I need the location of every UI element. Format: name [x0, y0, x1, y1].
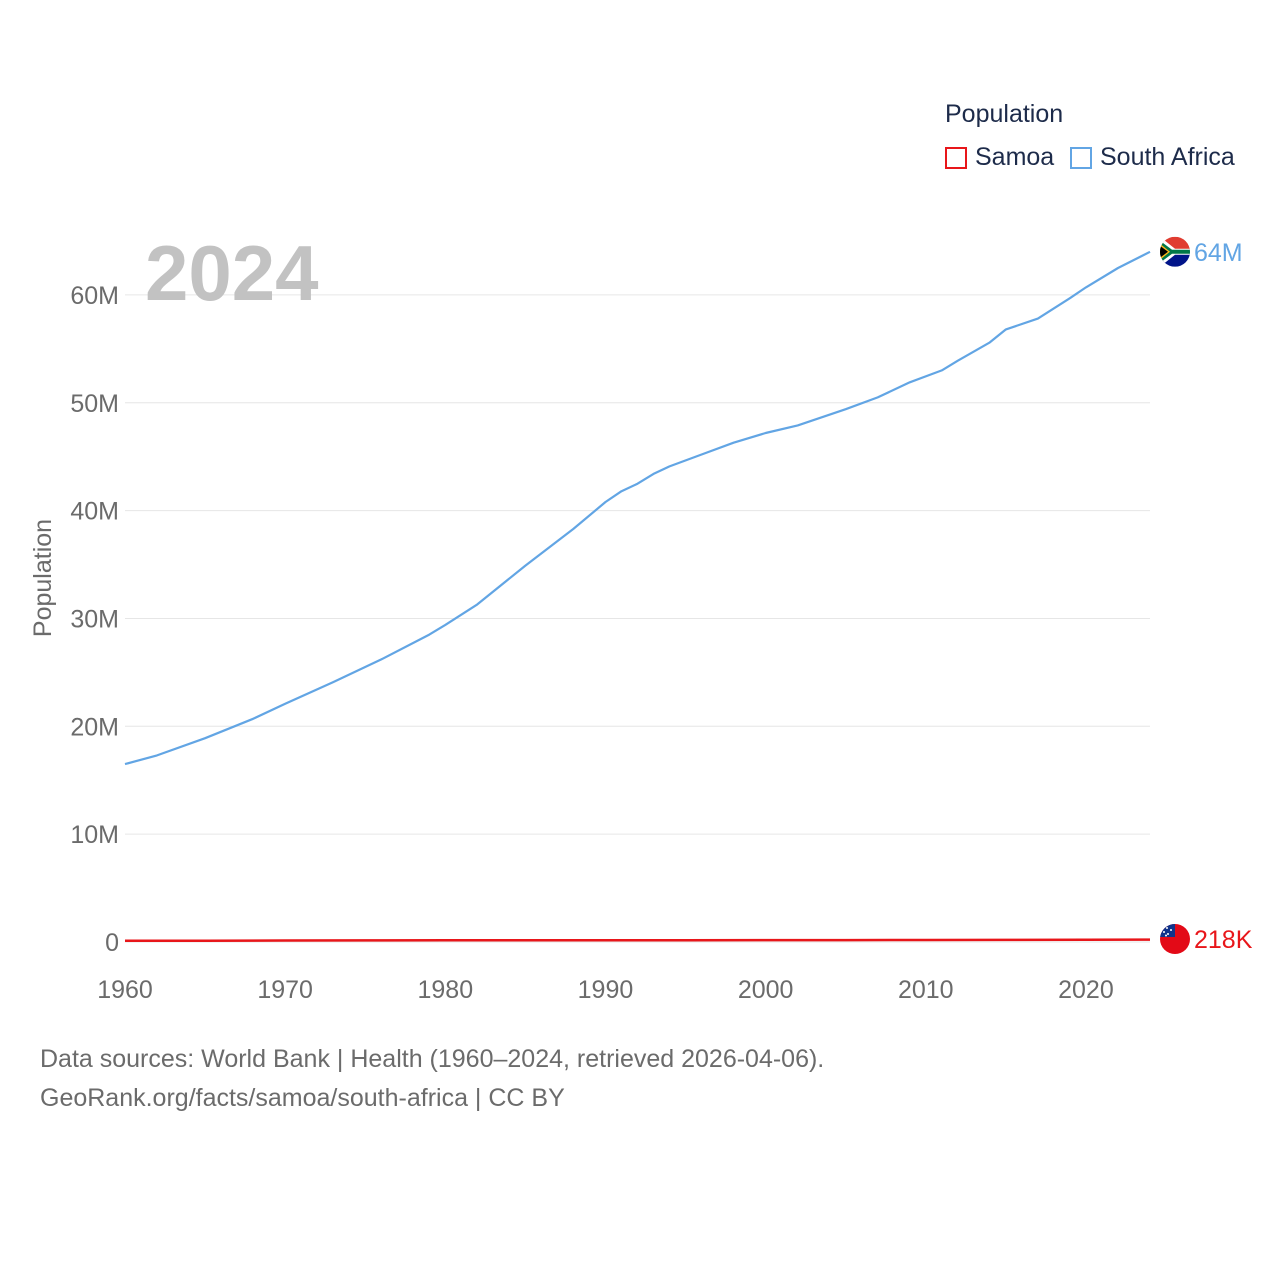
x-tick-label: 1970: [257, 976, 313, 1004]
y-tick-label: 0: [105, 929, 119, 957]
south-africa-flag-icon: [1160, 236, 1190, 267]
series-line-samoa: [124, 938, 1151, 943]
y-tick-label: 50M: [70, 390, 119, 418]
y-tick-label: 60M: [70, 282, 119, 310]
y-axis-ticks: 0 10M 20M 30M 40M 50M 60M: [70, 282, 119, 957]
y-tick-label: 40M: [70, 498, 119, 526]
series-line-south-africa: [124, 250, 1151, 766]
x-tick-label: 1980: [418, 976, 474, 1004]
y-tick-label: 20M: [70, 713, 119, 741]
series-end-markers: 218K 64M: [1160, 236, 1253, 954]
y-tick-label: 10M: [70, 821, 119, 849]
x-tick-label: 1990: [578, 976, 634, 1004]
end-label-samoa: 218K: [1194, 926, 1253, 954]
legend-swatch-south-africa: [1070, 146, 1092, 169]
end-label-south-africa: 64M: [1194, 239, 1243, 267]
series-lines: [124, 250, 1151, 943]
legend-item-south-africa[interactable]: South Africa: [1070, 143, 1235, 172]
end-marker-south-africa: 64M: [1160, 236, 1243, 267]
year-watermark: 2024: [145, 229, 319, 317]
legend-label-south-africa: South Africa: [1100, 143, 1235, 171]
samoa-flag-icon: [1160, 924, 1190, 954]
x-tick-label: 2000: [738, 976, 794, 1004]
x-tick-label: 2010: [898, 976, 954, 1004]
legend-item-samoa[interactable]: Samoa: [945, 143, 1054, 172]
x-tick-label: 1960: [97, 976, 153, 1004]
x-tick-label: 2020: [1058, 976, 1114, 1004]
footer-credit[interactable]: GeoRank.org/facts/samoa/south-africa | C…: [40, 1084, 565, 1112]
end-marker-samoa: 218K: [1160, 924, 1253, 954]
legend-title: Population: [945, 100, 1064, 128]
y-axis-label: Population: [29, 519, 57, 637]
legend-swatch-samoa: [945, 146, 967, 169]
legend-label-samoa: Samoa: [975, 143, 1055, 171]
x-axis-ticks: 1960 1970 1980 1990 2000 2010 2020: [97, 976, 1114, 1004]
gridlines: [125, 294, 1150, 943]
footer-sources: Data sources: World Bank | Health (1960–…: [40, 1045, 825, 1073]
y-tick-label: 30M: [70, 605, 119, 633]
